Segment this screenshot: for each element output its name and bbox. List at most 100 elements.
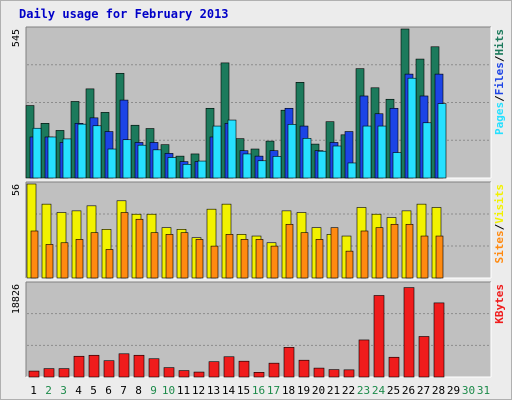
bar-sites-day-7 (120, 212, 129, 279)
legend-pages: Pages (493, 102, 506, 135)
bar-sites-day-11 (180, 232, 189, 279)
bar-kbytes-day-24 (373, 295, 385, 378)
bar-kbytes-day-13 (208, 361, 220, 378)
x-axis-day-label: 31 (477, 384, 490, 397)
bar-kbytes-day-21 (328, 369, 340, 378)
bar-kbytes-day-19 (298, 359, 310, 378)
bar-sites-day-14 (225, 234, 234, 279)
legend-visits: Visits (493, 184, 506, 224)
bar-kbytes-day-18 (283, 347, 295, 378)
bar-sites-day-15 (240, 239, 249, 279)
x-axis-day-label: 26 (402, 384, 415, 397)
bar-sites-day-20 (315, 239, 324, 279)
x-axis-day-label: 5 (90, 384, 97, 397)
x-axis-day-label: 14 (222, 384, 236, 397)
legend-sites: Sites (493, 230, 506, 263)
bar-kbytes-day-3 (58, 368, 70, 378)
x-axis-day-label: 9 (150, 384, 157, 397)
bar-pages-day-8 (137, 144, 147, 179)
bar-sites-day-27 (420, 235, 429, 279)
bar-sites-day-10 (165, 234, 174, 279)
x-axis-day-label: 30 (462, 384, 475, 397)
x-axis-day-label: 2 (45, 384, 52, 397)
x-axis-day-label: 24 (372, 384, 386, 397)
bar-kbytes-day-17 (268, 362, 280, 378)
y-max-label: 18826 (11, 284, 22, 314)
bar-kbytes-day-8 (133, 354, 145, 378)
bar-sites-day-22 (345, 250, 354, 279)
x-axis-day-label: 13 (207, 384, 220, 397)
bar-kbytes-day-2 (43, 368, 55, 378)
bar-pages-day-6 (107, 148, 117, 179)
bar-pages-day-20 (317, 150, 327, 179)
legend-files: Files (493, 62, 506, 95)
x-axis-day-label: 6 (105, 384, 112, 397)
x-axis-day-label: 27 (417, 384, 430, 397)
bar-pages-day-19 (302, 138, 312, 179)
chart-title: Daily usage for February 2013 (19, 7, 229, 21)
x-axis-day-label: 7 (120, 384, 127, 397)
legend-label: KBytes (493, 284, 506, 324)
bar-kbytes-day-4 (73, 355, 85, 378)
bar-pages-day-18 (287, 124, 297, 179)
legend-separator: / (493, 55, 506, 62)
x-axis-day-label: 16 (252, 384, 265, 397)
bar-kbytes-day-9 (148, 358, 160, 378)
bar-kbytes-day-12 (193, 371, 205, 378)
bar-sites-day-26 (405, 223, 414, 279)
legend-label: Pages/Files/Hits (493, 29, 506, 135)
bar-kbytes-day-11 (178, 370, 190, 378)
bar-kbytes-day-20 (313, 367, 325, 378)
bar-pages-day-14 (227, 119, 237, 179)
bar-pages-day-1 (32, 127, 42, 179)
x-axis-day-label: 29 (447, 384, 460, 397)
bar-kbytes-day-28 (433, 302, 445, 378)
bar-sites-day-18 (285, 223, 294, 279)
bar-pages-day-23 (362, 125, 372, 179)
x-axis-day-label: 4 (75, 384, 82, 397)
x-axis-day-label: 18 (282, 384, 295, 397)
bar-sites-day-12 (195, 239, 204, 279)
bar-pages-day-7 (122, 139, 132, 179)
x-axis-day-label: 23 (357, 384, 370, 397)
legend-separator: / (493, 223, 506, 230)
bar-pages-day-2 (47, 136, 57, 179)
x-axis-day-label: 15 (237, 384, 250, 397)
bar-pages-day-9 (152, 149, 162, 179)
bar-pages-day-5 (92, 125, 102, 179)
bar-kbytes-day-5 (88, 354, 100, 378)
bar-kbytes-day-15 (238, 360, 250, 378)
bar-kbytes-day-16 (253, 372, 265, 378)
bar-sites-day-8 (135, 218, 144, 279)
bar-pages-day-16 (257, 160, 267, 179)
bar-pages-day-12 (197, 160, 207, 179)
bar-sites-day-28 (435, 235, 444, 279)
bar-pages-day-4 (77, 123, 87, 179)
bar-sites-day-21 (330, 227, 339, 279)
bar-sites-day-24 (375, 227, 384, 279)
bar-pages-day-3 (62, 138, 72, 179)
x-axis-day-label: 20 (312, 384, 325, 397)
bar-sites-day-19 (300, 232, 309, 279)
bar-pages-day-25 (392, 152, 402, 179)
x-axis-day-label: 12 (192, 384, 205, 397)
legend-separator: / (493, 95, 506, 102)
bar-pages-day-11 (182, 164, 192, 179)
x-axis-day-label: 3 (60, 384, 67, 397)
bar-pages-day-24 (377, 125, 387, 179)
bar-sites-day-3 (60, 242, 69, 279)
bar-kbytes-day-26 (403, 287, 415, 378)
legend-kbytes: KBytes (493, 284, 506, 324)
bar-pages-day-21 (332, 145, 342, 179)
bar-kbytes-day-23 (358, 339, 370, 378)
bar-sites-day-17 (270, 245, 279, 279)
x-axis-day-label: 1 (30, 384, 37, 397)
bar-pages-day-15 (242, 153, 252, 179)
x-axis-day-label: 25 (387, 384, 400, 397)
bar-sites-day-16 (255, 239, 264, 279)
bar-kbytes-day-14 (223, 356, 235, 378)
x-axis-day-label: 17 (267, 384, 280, 397)
legend-label: Sites/Visits (493, 184, 506, 264)
bar-kbytes-day-22 (343, 369, 355, 378)
